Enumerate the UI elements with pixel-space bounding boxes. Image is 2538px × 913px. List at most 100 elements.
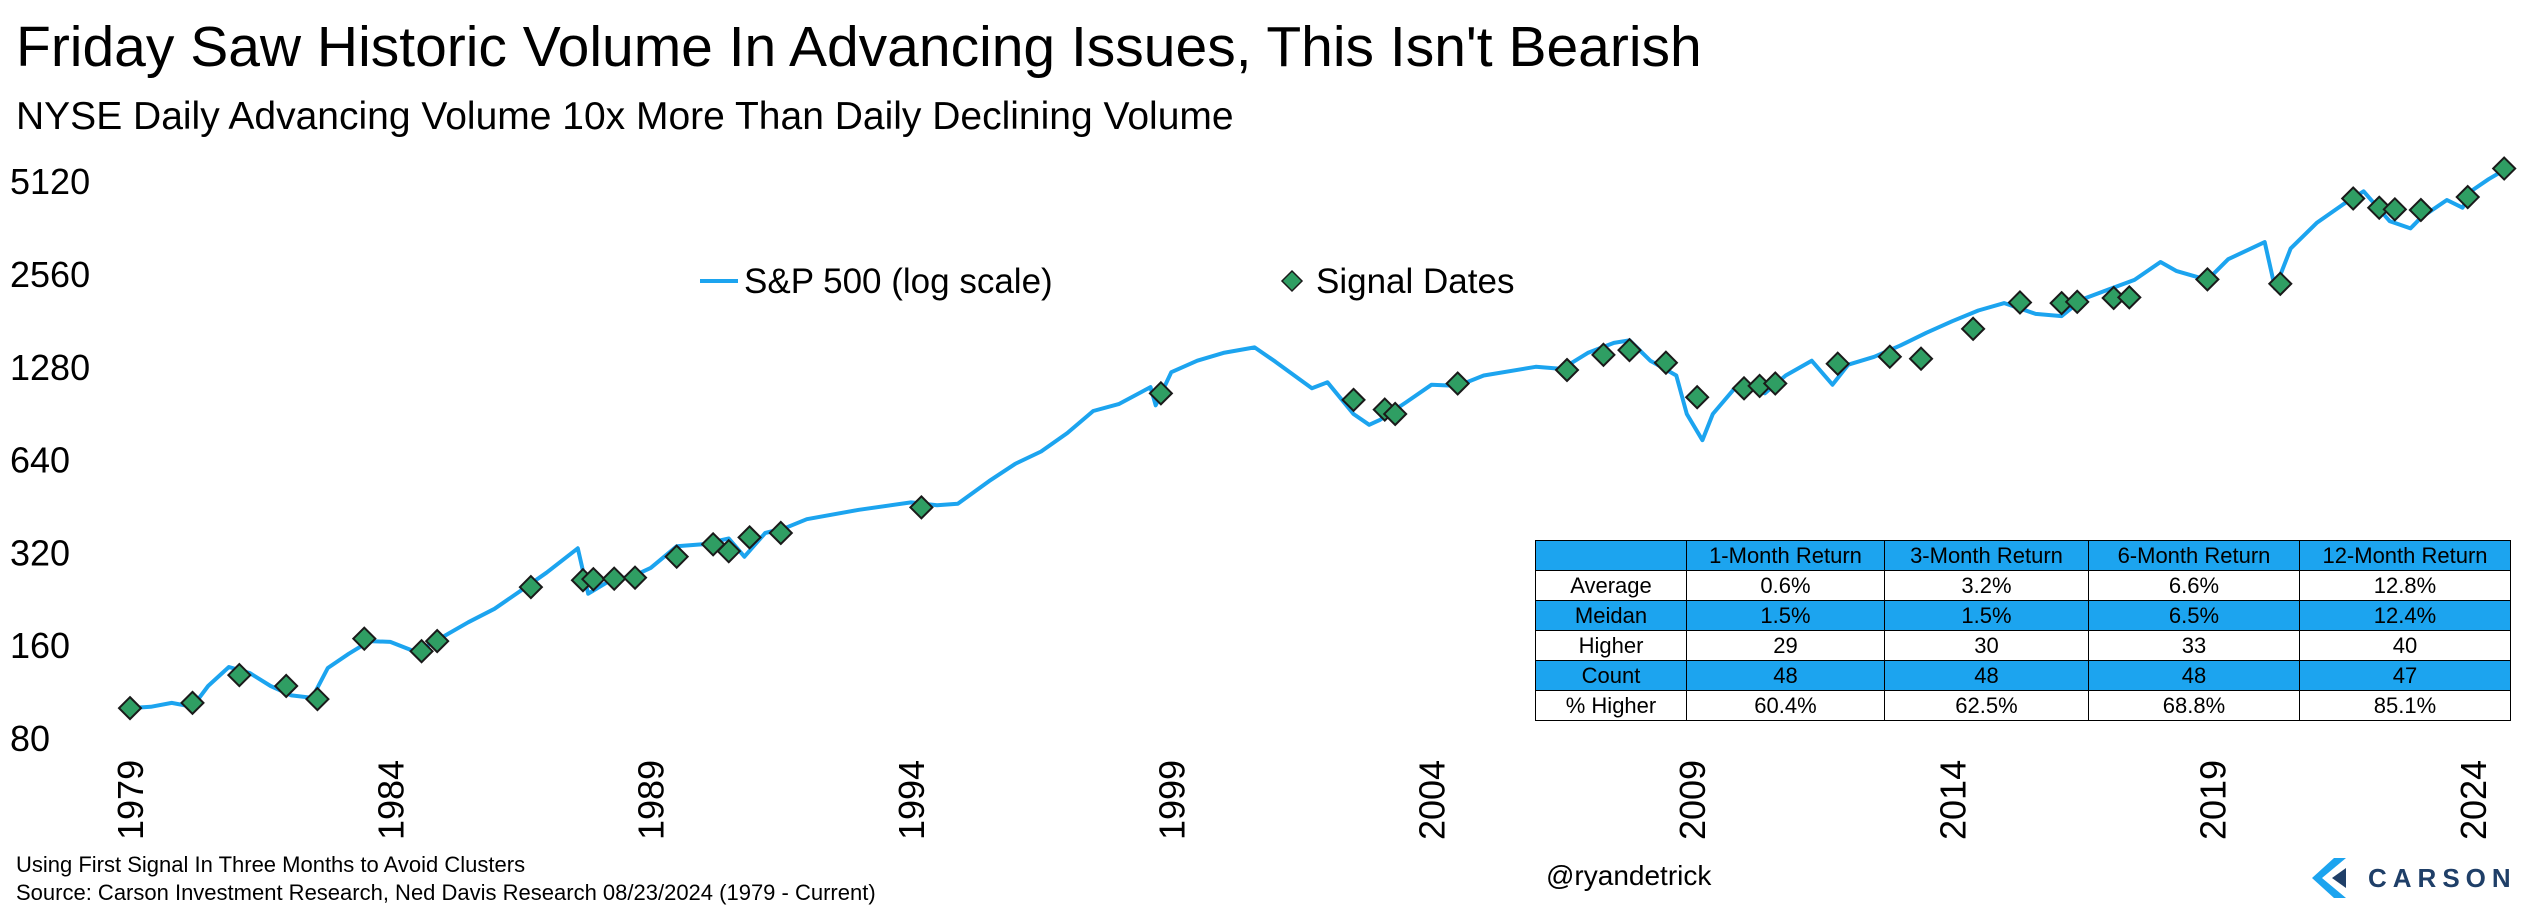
- x-tick-label: 1984: [370, 760, 411, 840]
- table-header-cell: [1535, 540, 1687, 571]
- chart-subtitle: NYSE Daily Advancing Volume 10x More Tha…: [16, 95, 1234, 138]
- signal-dates-series: [117, 156, 2517, 721]
- x-tick-label: 1989: [631, 760, 672, 840]
- signal-marker: [2064, 289, 2090, 315]
- table-header-row: 1-Month Return 3-Month Return 6-Month Re…: [1535, 540, 2511, 571]
- signal-marker: [1341, 387, 1366, 413]
- x-tick-label: 2019: [2193, 760, 2234, 840]
- table-cell: Average: [1535, 570, 1687, 601]
- signal-marker: [908, 494, 934, 520]
- signal-marker: [716, 538, 742, 564]
- clusters-footnote: Using First Signal In Three Months to Av…: [16, 852, 526, 877]
- table-cell: 0.6%: [1686, 570, 1885, 601]
- table-row: % Higher 60.4% 62.5% 68.8% 85.1%: [1535, 690, 2511, 721]
- signal-marker: [1825, 351, 1851, 377]
- signal-marker: [2382, 196, 2408, 222]
- y-tick-label: 1280: [10, 347, 90, 388]
- table-header-cell: 3-Month Return: [1884, 540, 2089, 571]
- x-tick-label: 2004: [1412, 760, 1453, 840]
- sp500-line: [129, 166, 2508, 711]
- chart-title: Friday Saw Historic Volume In Advancing …: [16, 15, 1702, 79]
- y-tick-label: 320: [10, 532, 70, 573]
- signal-marker: [622, 565, 648, 591]
- table-cell: 33: [2088, 630, 2300, 661]
- signal-marker: [2116, 284, 2142, 310]
- table-cell: 40: [2299, 630, 2511, 661]
- signal-marker: [1960, 316, 1986, 342]
- table-cell: 29: [1686, 630, 1885, 661]
- table-cell: 68.8%: [2088, 690, 2300, 721]
- signal-marker: [351, 626, 377, 652]
- table-cell: 1.5%: [1884, 600, 2089, 631]
- y-tick-label: 160: [10, 625, 70, 666]
- table-cell: Higher: [1535, 630, 1687, 661]
- signal-marker: [1684, 384, 1710, 410]
- x-tick-label: 1994: [891, 760, 932, 840]
- signal-marker: [305, 686, 330, 712]
- x-tick-label: 2014: [1932, 760, 1973, 840]
- signal-marker: [2267, 271, 2293, 297]
- chart-legend: S&P 500 (log scale) Signal Dates: [700, 262, 1514, 301]
- x-tick-label: 2009: [1672, 760, 1713, 840]
- table-cell: 62.5%: [1884, 690, 2089, 721]
- table-cell: 1.5%: [1686, 600, 1885, 631]
- source-footnote: Source: Carson Investment Research, Ned …: [16, 880, 876, 905]
- table-cell: Meidan: [1535, 600, 1687, 631]
- table-row: Average 0.6% 3.2% 6.6% 12.8%: [1535, 570, 2511, 601]
- signal-marker: [1591, 342, 1616, 368]
- table-row: Higher 29 30 33 40: [1535, 630, 2511, 661]
- legend-label: S&P 500 (log scale): [744, 262, 1053, 301]
- sp500-series: [129, 166, 2508, 711]
- signal-marker: [2408, 197, 2434, 223]
- signal-marker: [1877, 344, 1903, 370]
- y-tick-label: 640: [10, 440, 70, 481]
- legend-label: Signal Dates: [1316, 262, 1514, 301]
- signal-marker: [1148, 380, 1174, 406]
- table-header-cell: 6-Month Return: [2088, 540, 2300, 571]
- table-cell: 30: [1884, 630, 2089, 661]
- signal-marker: [768, 520, 794, 546]
- table-cell: % Higher: [1535, 690, 1687, 721]
- y-tick-label: 5120: [10, 161, 90, 202]
- signal-marker: [518, 574, 544, 600]
- twitter-handle: @ryandetrick: [1546, 860, 1712, 891]
- table-cell: 6.6%: [2088, 570, 2300, 601]
- table-row: Count 48 48 48 47: [1535, 660, 2511, 691]
- signal-marker: [1382, 401, 1408, 427]
- signal-marker: [1653, 350, 1679, 376]
- table-row: Meidan 1.5% 1.5% 6.5% 12.4%: [1535, 600, 2511, 631]
- y-axis: 80 160 320 640 1280 2560 5120: [10, 161, 90, 759]
- table-cell: 12.4%: [2299, 600, 2511, 631]
- x-tick-label: 2024: [2453, 760, 2494, 840]
- legend-marker-swatch: [1280, 269, 1304, 293]
- signal-marker: [2007, 290, 2033, 315]
- signal-marker: [1762, 371, 1788, 396]
- returns-table: 1-Month Return 3-Month Return 6-Month Re…: [1535, 540, 2511, 721]
- signal-marker: [737, 524, 762, 550]
- x-tick-label: 1999: [1151, 760, 1192, 840]
- table-cell: 85.1%: [2299, 690, 2511, 721]
- brand-name: CARSON: [2368, 862, 2517, 893]
- signal-marker: [1908, 346, 1934, 372]
- signal-marker: [226, 662, 252, 688]
- signal-marker: [180, 690, 205, 716]
- table-cell: 60.4%: [1686, 690, 1885, 721]
- signal-marker: [1617, 337, 1642, 363]
- table-cell: 48: [2088, 660, 2300, 691]
- signal-marker: [2194, 266, 2220, 292]
- carson-chevron-logo-icon: [2312, 858, 2346, 898]
- y-tick-label: 2560: [10, 254, 90, 295]
- table-header-cell: 12-Month Return: [2299, 540, 2511, 571]
- signal-marker: [273, 673, 299, 699]
- carson-logo: CARSON: [2312, 858, 2517, 898]
- signal-marker: [1554, 357, 1580, 383]
- table-cell: 47: [2299, 660, 2511, 691]
- table-cell: 48: [1686, 660, 1885, 691]
- table-cell: 12.8%: [2299, 570, 2511, 601]
- signal-marker: [2491, 156, 2517, 181]
- signal-marker: [2340, 186, 2366, 211]
- signal-marker: [580, 566, 606, 592]
- signal-marker: [601, 566, 627, 592]
- signal-marker: [117, 695, 143, 721]
